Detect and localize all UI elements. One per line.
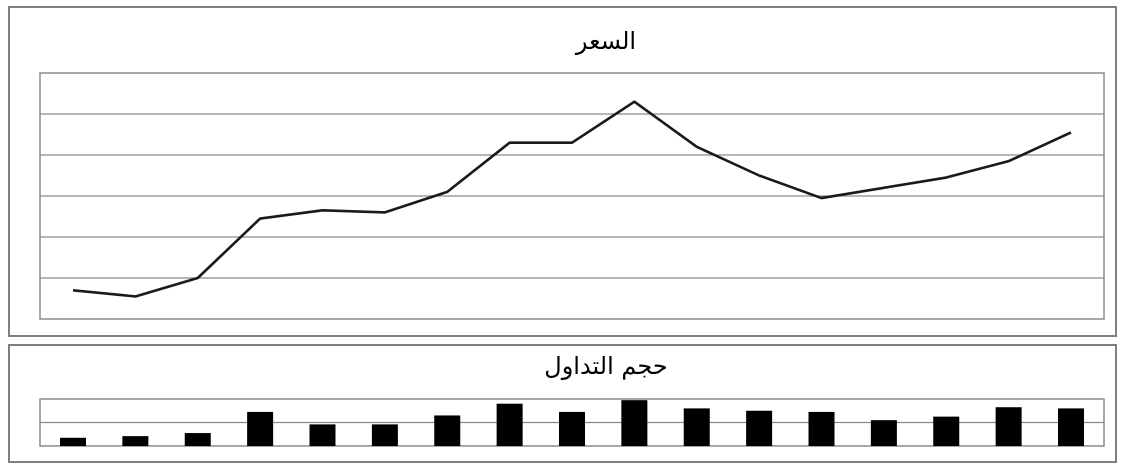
volume-bar bbox=[559, 412, 585, 446]
volume-bar bbox=[247, 412, 273, 446]
volume-bar bbox=[1058, 408, 1084, 446]
volume-bar bbox=[746, 411, 772, 446]
volume-bar bbox=[621, 400, 647, 446]
volume-bar bbox=[497, 404, 523, 446]
volume-panel: حجم التداول bbox=[9, 345, 1116, 462]
volume-bar bbox=[684, 408, 710, 446]
volume-bar bbox=[996, 407, 1022, 446]
volume-chart-title: حجم التداول bbox=[544, 352, 667, 380]
volume-bar bbox=[122, 436, 148, 446]
volume-bar bbox=[434, 415, 460, 446]
volume-bar bbox=[60, 438, 86, 446]
volume-bar bbox=[185, 433, 211, 446]
volume-bar bbox=[372, 424, 398, 446]
price-chart-title: السعر bbox=[575, 27, 636, 55]
volume-bar bbox=[310, 424, 336, 446]
price-panel: السعر bbox=[9, 7, 1116, 336]
volume-bar bbox=[871, 420, 897, 446]
volume-bar bbox=[809, 412, 835, 446]
volume-bar bbox=[933, 417, 959, 446]
